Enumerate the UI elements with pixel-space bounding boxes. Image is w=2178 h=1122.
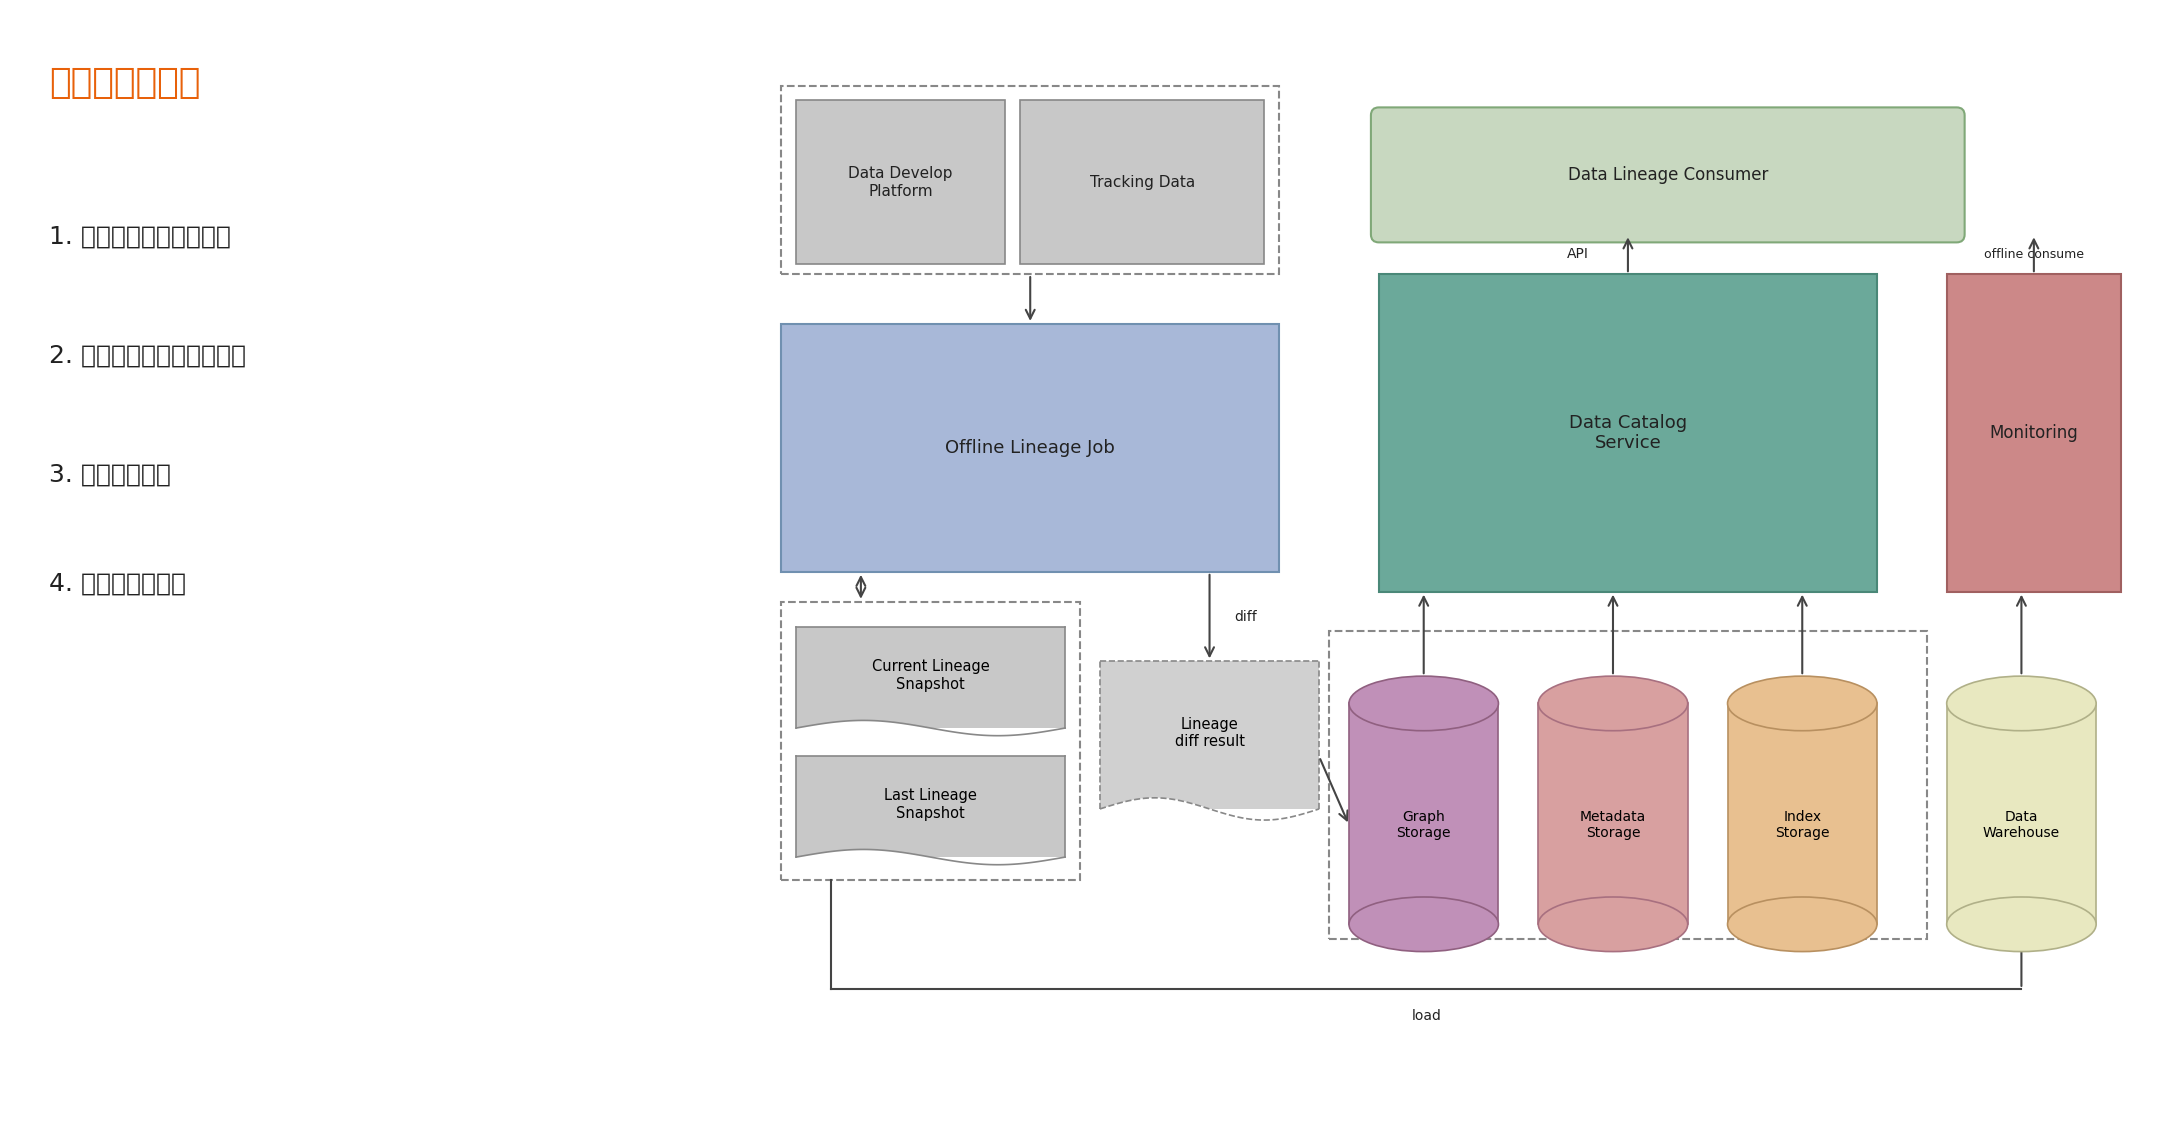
Text: offline consume: offline consume	[1984, 248, 2084, 260]
Text: Index
Storage: Index Storage	[1775, 810, 1830, 840]
Text: Lineage
diff result: Lineage diff result	[1174, 717, 1244, 748]
Bar	[1947, 274, 2121, 591]
Bar	[1019, 101, 1263, 264]
Text: API: API	[1568, 247, 1590, 261]
Text: Tracking Data: Tracking Data	[1089, 175, 1196, 190]
FancyBboxPatch shape	[1370, 108, 1965, 242]
Text: 第二版血缘架构: 第二版血缘架构	[48, 66, 200, 100]
Ellipse shape	[1348, 896, 1498, 951]
Bar	[1348, 703, 1498, 925]
Bar	[1329, 632, 1928, 939]
Ellipse shape	[1538, 677, 1688, 730]
Bar	[1100, 661, 1320, 809]
Text: diff: diff	[1235, 609, 1257, 624]
Text: 4. 全新的存储模型: 4. 全新的存储模型	[48, 572, 185, 596]
Text: Offline Lineage Job: Offline Lineage Job	[945, 439, 1115, 457]
Bar	[1379, 274, 1877, 591]
Ellipse shape	[1727, 677, 1877, 730]
Bar	[1538, 703, 1688, 925]
Text: Monitoring: Monitoring	[1989, 424, 2078, 442]
Text: 2. 去除血缘统计信息预结算: 2. 去除血缘统计信息预结算	[48, 343, 246, 368]
Bar	[797, 101, 1006, 264]
Text: 1. 去除元数据的冗余存储: 1. 去除元数据的冗余存储	[48, 224, 231, 248]
Bar	[782, 85, 1278, 274]
Bar	[797, 626, 1065, 728]
Text: 3. 支持离线消费: 3. 支持离线消费	[48, 462, 170, 487]
Text: Data Catalog
Service: Data Catalog Service	[1568, 414, 1688, 452]
Ellipse shape	[1947, 677, 2095, 730]
Bar	[782, 601, 1080, 880]
Bar	[782, 324, 1278, 572]
Text: Data Lineage Consumer: Data Lineage Consumer	[1568, 166, 1769, 184]
Ellipse shape	[1538, 896, 1688, 951]
Text: load: load	[1411, 1009, 1442, 1022]
Ellipse shape	[1348, 677, 1498, 730]
Ellipse shape	[1947, 896, 2095, 951]
Text: Data
Warehouse: Data Warehouse	[1982, 810, 2060, 840]
Text: Metadata
Storage: Metadata Storage	[1579, 810, 1647, 840]
Bar	[1947, 703, 2095, 925]
Text: Last Lineage
Snapshot: Last Lineage Snapshot	[884, 789, 978, 821]
Text: Current Lineage
Snapshot: Current Lineage Snapshot	[871, 660, 989, 692]
Ellipse shape	[1727, 896, 1877, 951]
Bar	[797, 755, 1065, 857]
Text: Data Develop
Platform: Data Develop Platform	[849, 166, 954, 199]
Text: Graph
Storage: Graph Storage	[1396, 810, 1451, 840]
Bar	[1727, 703, 1877, 925]
